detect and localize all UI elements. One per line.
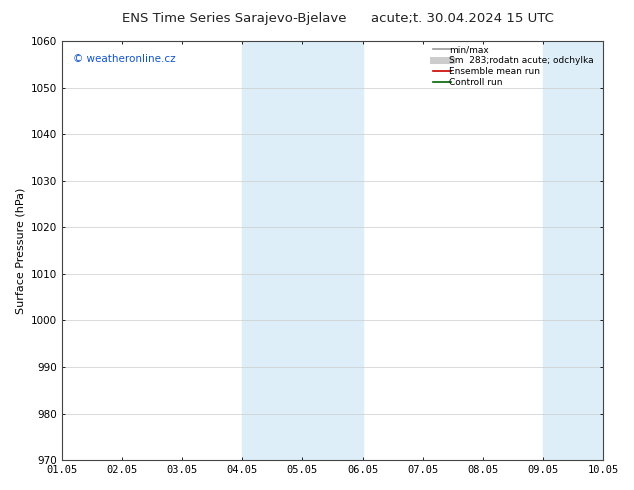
Y-axis label: Surface Pressure (hPa): Surface Pressure (hPa) [15, 187, 25, 314]
Bar [543, 41, 604, 460]
Legend: min/max, Sm  283;rodatn acute; odchylka, Ensemble mean run, Controll run: min/max, Sm 283;rodatn acute; odchylka, … [430, 44, 600, 89]
Text: acute;t. 30.04.2024 15 UTC: acute;t. 30.04.2024 15 UTC [372, 12, 554, 25]
Text: © weatheronline.cz: © weatheronline.cz [72, 53, 175, 64]
Text: ENS Time Series Sarajevo-Bjelave: ENS Time Series Sarajevo-Bjelave [122, 12, 347, 25]
Bar [242, 41, 363, 460]
